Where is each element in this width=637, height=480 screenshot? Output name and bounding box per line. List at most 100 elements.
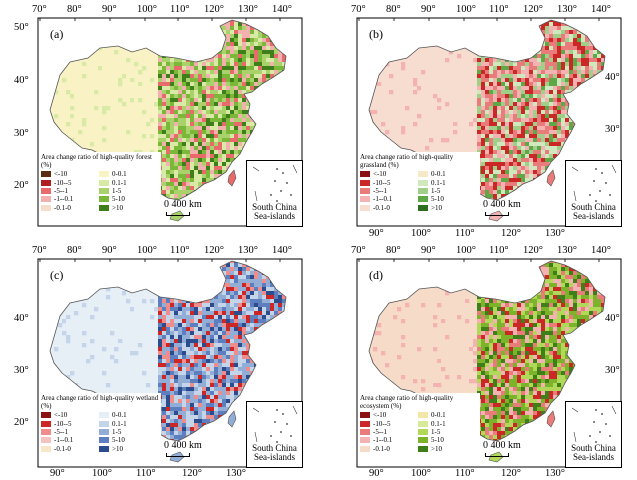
longitude-label-bottom: 120° <box>501 468 521 479</box>
legend-item-label: -10--5 <box>373 178 391 187</box>
south-china-sea-inset: South China Sea-islands <box>246 160 303 227</box>
legend-swatch <box>360 437 370 444</box>
inset-label-line-2: Sea-islands <box>254 211 295 221</box>
scale-zero: 0 <box>483 440 488 451</box>
legend-swatch <box>360 171 370 178</box>
legend-item-label: 1-5 <box>112 427 122 436</box>
legend-item: -0.1-0 <box>41 445 95 453</box>
legend: Area change ratio of high-quality forest… <box>39 152 161 213</box>
legend-grid: <-10 0-0.1 -10--5 0.1-1 -5--1 1-5 -1--0.1 5-10 -… <box>360 411 478 453</box>
legend-item-label: 1-5 <box>112 186 122 195</box>
inset-label-line-1: South China <box>571 202 616 212</box>
legend-item-label: 5-10 <box>431 436 444 445</box>
legend-swatch <box>418 171 428 178</box>
scale-zero: 0 <box>164 199 169 210</box>
legend-swatch <box>99 171 109 178</box>
longitude-label-bottom: 120° <box>501 228 521 239</box>
scale-value: 400 km <box>490 199 521 210</box>
legend-item: <-10 <box>360 170 414 178</box>
longitude-label-top: 120° <box>204 4 224 15</box>
inset-label-line-1: South China <box>571 443 616 453</box>
legend-swatch <box>418 187 428 194</box>
legend-swatch <box>418 445 428 452</box>
legend-title: Area change ratio of high-quality forest… <box>41 153 152 169</box>
legend-item-label: -5--1 <box>54 186 68 195</box>
legend-item: >10 <box>418 445 472 453</box>
legend-swatch <box>360 412 370 419</box>
inset-islands <box>252 405 298 443</box>
longitude-label-top: 80° <box>386 245 401 256</box>
legend-item: 1-5 <box>99 428 153 436</box>
legend-grid: <-10 0-0.1 -10--5 0.1-1 -5--1 1-5 -1--0.1 5-10 -… <box>41 411 159 453</box>
longitude-label-bottom: 120° <box>182 468 202 479</box>
legend-swatch <box>418 437 428 444</box>
legend-item-label: 0.1-1 <box>431 419 446 428</box>
longitude-label-top: 140° <box>591 245 611 256</box>
legend-swatch <box>418 196 428 203</box>
longitude-label-bottom: 100° <box>411 228 431 239</box>
legend-item-label: -10--5 <box>54 178 72 187</box>
scale-bar <box>485 212 509 216</box>
longitude-label-top: 120° <box>204 245 224 256</box>
legend-item: 5-10 <box>418 436 472 444</box>
legend-item-label: -1--0.1 <box>373 436 393 445</box>
legend-swatch <box>360 204 370 211</box>
longitude-label-top: 110° <box>170 245 190 256</box>
longitude-label-bottom: 130° <box>545 228 565 239</box>
legend-item-label: -1--0.1 <box>54 195 74 204</box>
legend-swatch <box>99 179 109 186</box>
legend-item: -10--5 <box>360 178 414 187</box>
legend-item: -5--1 <box>41 428 95 436</box>
longitude-label-top: 140° <box>272 4 292 15</box>
legend-grid: <-10 0-0.1 -10--5 0.1-1 -5--1 1-5 -1--0.1 5-10 -… <box>360 170 478 212</box>
longitude-label-top: 100° <box>137 245 157 256</box>
taiwan-island <box>546 169 556 187</box>
inset-label-line-1: South China <box>252 202 297 212</box>
legend-item: 0.1-1 <box>418 178 472 187</box>
inset-islands <box>252 164 298 202</box>
legend-item: <-10 <box>360 411 414 419</box>
scale-value: 400 km <box>171 199 202 210</box>
inset-label: South China Sea-islands <box>566 444 621 462</box>
legend-swatch <box>99 204 109 211</box>
scale-value: 400 km <box>490 440 521 451</box>
legend-swatch <box>99 196 109 203</box>
latitude-label-left: 30° <box>14 128 29 139</box>
scale-bar-label: 0 400 km <box>483 441 521 451</box>
latitude-label-left: 30° <box>14 365 29 376</box>
longitude-label-top: 120° <box>523 245 543 256</box>
scale-value: 400 km <box>171 440 202 451</box>
panel-letter: (b) <box>369 27 383 41</box>
scale-bar <box>166 453 190 457</box>
legend-swatch <box>360 420 370 427</box>
legend-swatch <box>99 187 109 194</box>
hainan-island <box>169 210 185 222</box>
legend-item-label: 1-5 <box>431 427 441 436</box>
legend-swatch <box>360 179 370 186</box>
taiwan-island <box>227 169 237 187</box>
legend-item-label: -0.1-0 <box>54 444 71 453</box>
longitude-label-top: 80° <box>67 4 82 15</box>
longitude-label-bottom: 100° <box>92 468 112 479</box>
legend-item-label: -5--1 <box>373 186 387 195</box>
legend-swatch <box>418 412 428 419</box>
longitude-label-top: 100° <box>137 4 157 15</box>
map-panel-c: 70° 80° 90° 100° 110° 120° 130° 140° 90° 100° 110°… <box>0 241 318 480</box>
south-china-sea-inset: South China Sea-islands <box>565 160 622 227</box>
legend-item-label: <-10 <box>373 411 387 420</box>
legend-item-label: 0-0.1 <box>431 411 446 420</box>
legend-item: 1-5 <box>418 187 472 195</box>
inset-islands <box>571 164 617 202</box>
longitude-label-top: 100° <box>456 245 476 256</box>
legend-item-label: >10 <box>112 444 123 453</box>
latitude-label-right: 30° <box>605 124 620 135</box>
legend-item: -1--0.1 <box>360 436 414 444</box>
scale-zero: 0 <box>164 440 169 451</box>
legend-item: 0.1-1 <box>99 178 153 187</box>
longitude-label-top: 140° <box>591 4 611 15</box>
legend-swatch <box>41 204 51 211</box>
legend-item-label: -5--1 <box>54 427 68 436</box>
legend-swatch <box>41 179 51 186</box>
legend-swatch <box>99 445 109 452</box>
legend-item-label: -5--1 <box>373 427 387 436</box>
